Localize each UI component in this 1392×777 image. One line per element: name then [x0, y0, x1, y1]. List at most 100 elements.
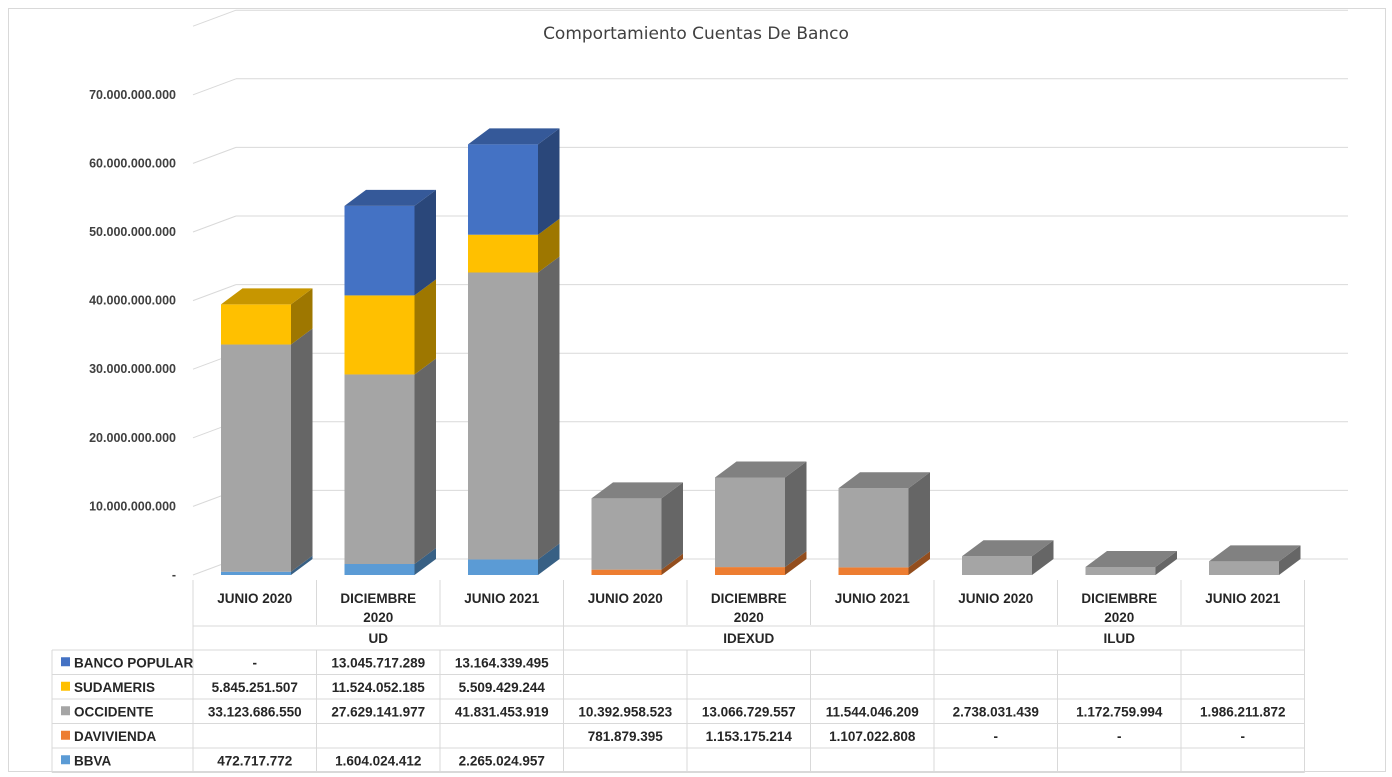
bar-segment-davivienda [838, 551, 930, 575]
gridline-side [192, 9, 237, 27]
bar-segment-occidente [838, 472, 930, 568]
legend-key [61, 755, 70, 765]
bar-segment-sudameris [344, 279, 436, 375]
bar-segment-bbva [344, 547, 436, 575]
bar-front [221, 571, 291, 575]
bar-side [1155, 550, 1177, 575]
y-tick-label: 70.000.000.000 [89, 88, 176, 102]
bar-front [468, 234, 538, 273]
bar-segment-davivienda [715, 551, 807, 575]
series-name: OCCIDENTE [74, 704, 154, 719]
bar-front [962, 556, 1032, 575]
bar-front [591, 498, 662, 570]
bar-front [468, 144, 538, 235]
data-label: 11.524.052.185 [332, 680, 426, 695]
bar-side [538, 128, 560, 235]
data-label: 2.265.024.957 [459, 753, 545, 768]
bar-front [715, 477, 785, 568]
bar-segment-occidente [962, 540, 1054, 575]
bar-front [838, 567, 909, 575]
data-label: 1.172.759.994 [1076, 704, 1163, 719]
bar-side [538, 218, 560, 273]
bar-side [291, 328, 313, 572]
bar-segment-bbva [468, 543, 560, 575]
bar-top [1209, 545, 1301, 562]
bar-side [785, 551, 807, 575]
bar-side [414, 358, 436, 564]
bar-segment-banco-popular [468, 128, 560, 235]
bar-front [468, 272, 538, 560]
category-label: 2020 [1104, 610, 1134, 625]
gridline-side [192, 146, 237, 164]
bar-front [715, 567, 785, 575]
y-tick-label: 60.000.000.000 [89, 156, 176, 170]
bar-side [1279, 545, 1301, 575]
bar-side [538, 543, 560, 575]
chart-frame [8, 8, 1386, 772]
bar-segment-occidente [221, 328, 313, 572]
data-label: 472.717.772 [217, 753, 292, 768]
gridline-side [192, 284, 237, 302]
bar-segment-sudameris [221, 288, 313, 345]
gridline-side [192, 215, 237, 233]
bar-front [468, 559, 538, 575]
bar-side [414, 189, 436, 296]
bar-segment-occidente [1209, 545, 1301, 575]
series-name: BANCO POPULAR [74, 655, 194, 670]
category-label: DICIEMBRE [1081, 591, 1157, 606]
data-table: JUNIO 2020 DICIEMBRE 2020 JUNIO 2021 JUNIO 2… [51, 580, 1305, 773]
bar-segment-bbva [221, 555, 313, 575]
bars [221, 128, 1301, 575]
bar-front [221, 304, 291, 345]
bar-top [1085, 550, 1177, 567]
y-tick-label: 40.000.000.000 [89, 294, 176, 308]
bar-segment-occidente [344, 358, 436, 564]
bar-top [838, 472, 930, 489]
chart-title: Comportamiento Cuentas De Banco [543, 24, 849, 44]
series-name: SUDAMERIS [74, 680, 155, 695]
bar-front [344, 205, 415, 296]
bar-front [838, 488, 909, 568]
bar-top [344, 189, 436, 206]
bar-top [715, 461, 807, 478]
category-label: DICIEMBRE [711, 591, 787, 606]
bar-side [908, 551, 930, 575]
data-label: 33.123.686.550 [208, 704, 302, 719]
group-label: IDEXUD [723, 631, 774, 646]
bar-segment-sudameris [468, 218, 560, 273]
bar-side [661, 482, 683, 570]
legend-key [61, 681, 70, 691]
group-label: ILUD [1104, 631, 1136, 646]
data-label: 11.544.046.209 [826, 704, 919, 719]
category-label: JUNIO 2020 [588, 591, 663, 606]
legend-key [61, 706, 70, 716]
legend-key [61, 657, 70, 667]
data-label: 781.879.395 [588, 729, 664, 744]
y-tick-label: 20.000.000.000 [89, 431, 176, 445]
bar-front [221, 344, 291, 572]
bar-side [538, 256, 560, 560]
bar-segment-davivienda [591, 553, 683, 575]
bar-top [962, 540, 1054, 557]
data-label: 13.164.339.495 [455, 655, 549, 670]
series-name: DAVIVIENDA [74, 729, 157, 744]
bar-segment-occidente [715, 461, 807, 568]
gridline-side [192, 78, 237, 96]
data-label: 27.629.141.977 [331, 704, 425, 719]
y-axis-ticks: - 10.000.000.000 20.000.000.000 30.000.000.… [89, 88, 176, 582]
bar-side [661, 553, 683, 575]
data-label: 1.604.024.412 [335, 753, 421, 768]
bar-front [344, 295, 415, 375]
bar-top [468, 128, 560, 145]
category-label: JUNIO 2020 [958, 591, 1033, 606]
bar-side [908, 472, 930, 568]
data-label: - [1241, 729, 1246, 744]
bar-side [785, 461, 807, 568]
category-label: JUNIO 2021 [1205, 591, 1281, 606]
data-label: 10.392.958.523 [578, 704, 672, 719]
y-tick-label: - [172, 568, 176, 582]
bar-segment-occidente [591, 482, 683, 570]
data-label: 1.986.211.872 [1200, 704, 1286, 719]
category-label: 2020 [363, 610, 393, 625]
